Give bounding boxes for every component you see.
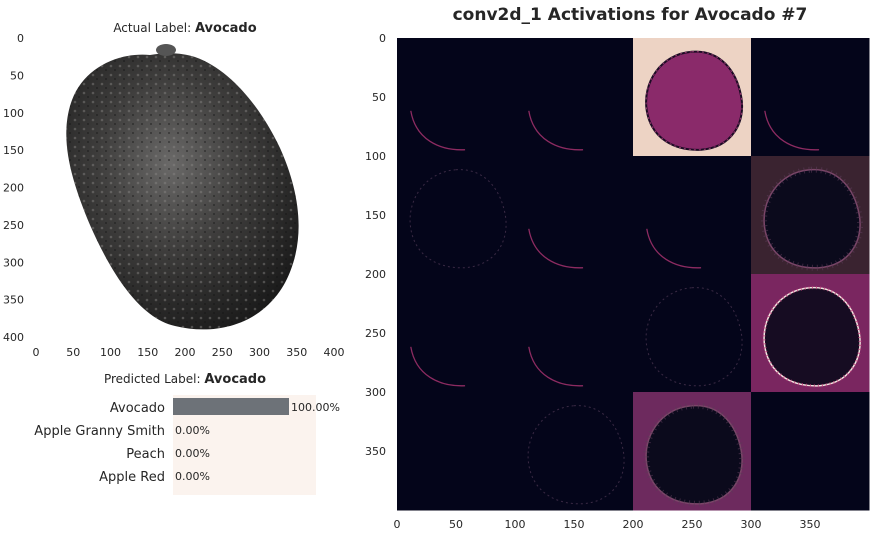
activation-tile-1 xyxy=(515,38,634,157)
prediction-bar-chart: Avocado 100.00% Apple Granny Smith 0.00% Pea… xyxy=(34,395,340,495)
activation-x-tick-4: 200 xyxy=(623,518,644,531)
activation-tile-3 xyxy=(751,38,870,157)
photo-y-tick-7: 350 xyxy=(3,294,24,307)
photo-axes: 0 50 100 150 200 250 300 350 400 0 50 100 150 200 250… xyxy=(3,32,345,359)
activations-title: conv2d_1 Activations for Avocado #7 xyxy=(452,5,808,25)
photo-y-tick-5: 250 xyxy=(3,219,24,232)
photo-y-tick-4: 200 xyxy=(3,182,24,195)
photo-y-tick-2: 100 xyxy=(3,107,24,120)
bar-value-label-0: 100.00% xyxy=(291,401,340,414)
activation-tile-6 xyxy=(633,156,752,275)
photo-x-tick-7: 350 xyxy=(286,346,307,359)
activation-x-tick-1: 50 xyxy=(449,518,463,531)
bar-category-label-1: Apple Granny Smith xyxy=(34,424,165,439)
activation-x-ticks: 0 50 100 150 200 250 300 350 xyxy=(394,518,821,531)
activation-tile-11 xyxy=(751,274,870,393)
activation-tile-13 xyxy=(515,392,634,511)
activation-y-tick-1: 50 xyxy=(372,91,386,104)
photo-x-tick-1: 50 xyxy=(66,346,80,359)
bar-value-label-3: 0.00% xyxy=(175,470,210,483)
actual-label-title: Actual Label: Avocado xyxy=(0,21,370,36)
activation-x-tick-7: 350 xyxy=(800,518,821,531)
photo-y-tick-1: 50 xyxy=(10,69,24,82)
photo-y-tick-0: 0 xyxy=(17,32,24,45)
bar-0 xyxy=(173,398,289,415)
photo-x-tick-0: 0 xyxy=(33,346,40,359)
activation-tile-8 xyxy=(397,274,516,393)
bar-category-label-2: Peach xyxy=(126,447,165,462)
photo-x-ticks: 0 50 100 150 200 250 300 350 400 xyxy=(33,346,345,359)
activation-tile-7 xyxy=(751,156,870,275)
activation-tile-2 xyxy=(633,38,752,157)
actual-label-value: Avocado xyxy=(194,21,257,36)
photo-y-tick-6: 300 xyxy=(3,256,24,269)
photo-x-tick-4: 200 xyxy=(175,346,196,359)
bar-category-label-0: Avocado xyxy=(110,401,165,416)
photo-x-tick-5: 250 xyxy=(212,346,233,359)
bar-value-label-2: 0.00% xyxy=(175,447,210,460)
activation-tile-15 xyxy=(751,392,870,511)
photo-x-tick-3: 150 xyxy=(137,346,158,359)
avocado-photo xyxy=(66,44,299,330)
activation-tile-12 xyxy=(397,392,516,511)
photo-x-tick-2: 100 xyxy=(100,346,121,359)
activation-y-tick-0: 0 xyxy=(379,32,386,45)
activation-tile-4 xyxy=(397,156,516,275)
photo-y-ticks: 0 50 100 150 200 250 300 350 400 xyxy=(3,32,24,344)
actual-label-prefix: Actual Label: xyxy=(113,21,195,35)
photo-y-tick-3: 150 xyxy=(3,144,24,157)
activation-tile-9 xyxy=(515,274,634,393)
bar-value-label-1: 0.00% xyxy=(175,424,210,437)
activation-x-tick-0: 0 xyxy=(394,518,401,531)
activation-x-tick-3: 150 xyxy=(564,518,585,531)
activation-x-tick-6: 300 xyxy=(741,518,762,531)
activation-x-tick-5: 250 xyxy=(682,518,703,531)
activation-tile-0 xyxy=(397,38,516,157)
photo-x-tick-8: 400 xyxy=(324,346,345,359)
predicted-label-value: Avocado xyxy=(204,372,267,387)
photo-x-tick-6: 300 xyxy=(249,346,270,359)
activation-tile-10 xyxy=(633,274,752,393)
predicted-label-title: Predicted Label: Avocado xyxy=(0,372,370,387)
predicted-label-prefix: Predicted Label: xyxy=(103,372,205,386)
activation-x-tick-2: 100 xyxy=(505,518,526,531)
photo-y-tick-8: 400 xyxy=(3,331,24,344)
activation-tile-5 xyxy=(515,156,634,275)
activation-tile-14 xyxy=(633,392,752,511)
bar-category-label-3: Apple Red xyxy=(99,470,165,485)
